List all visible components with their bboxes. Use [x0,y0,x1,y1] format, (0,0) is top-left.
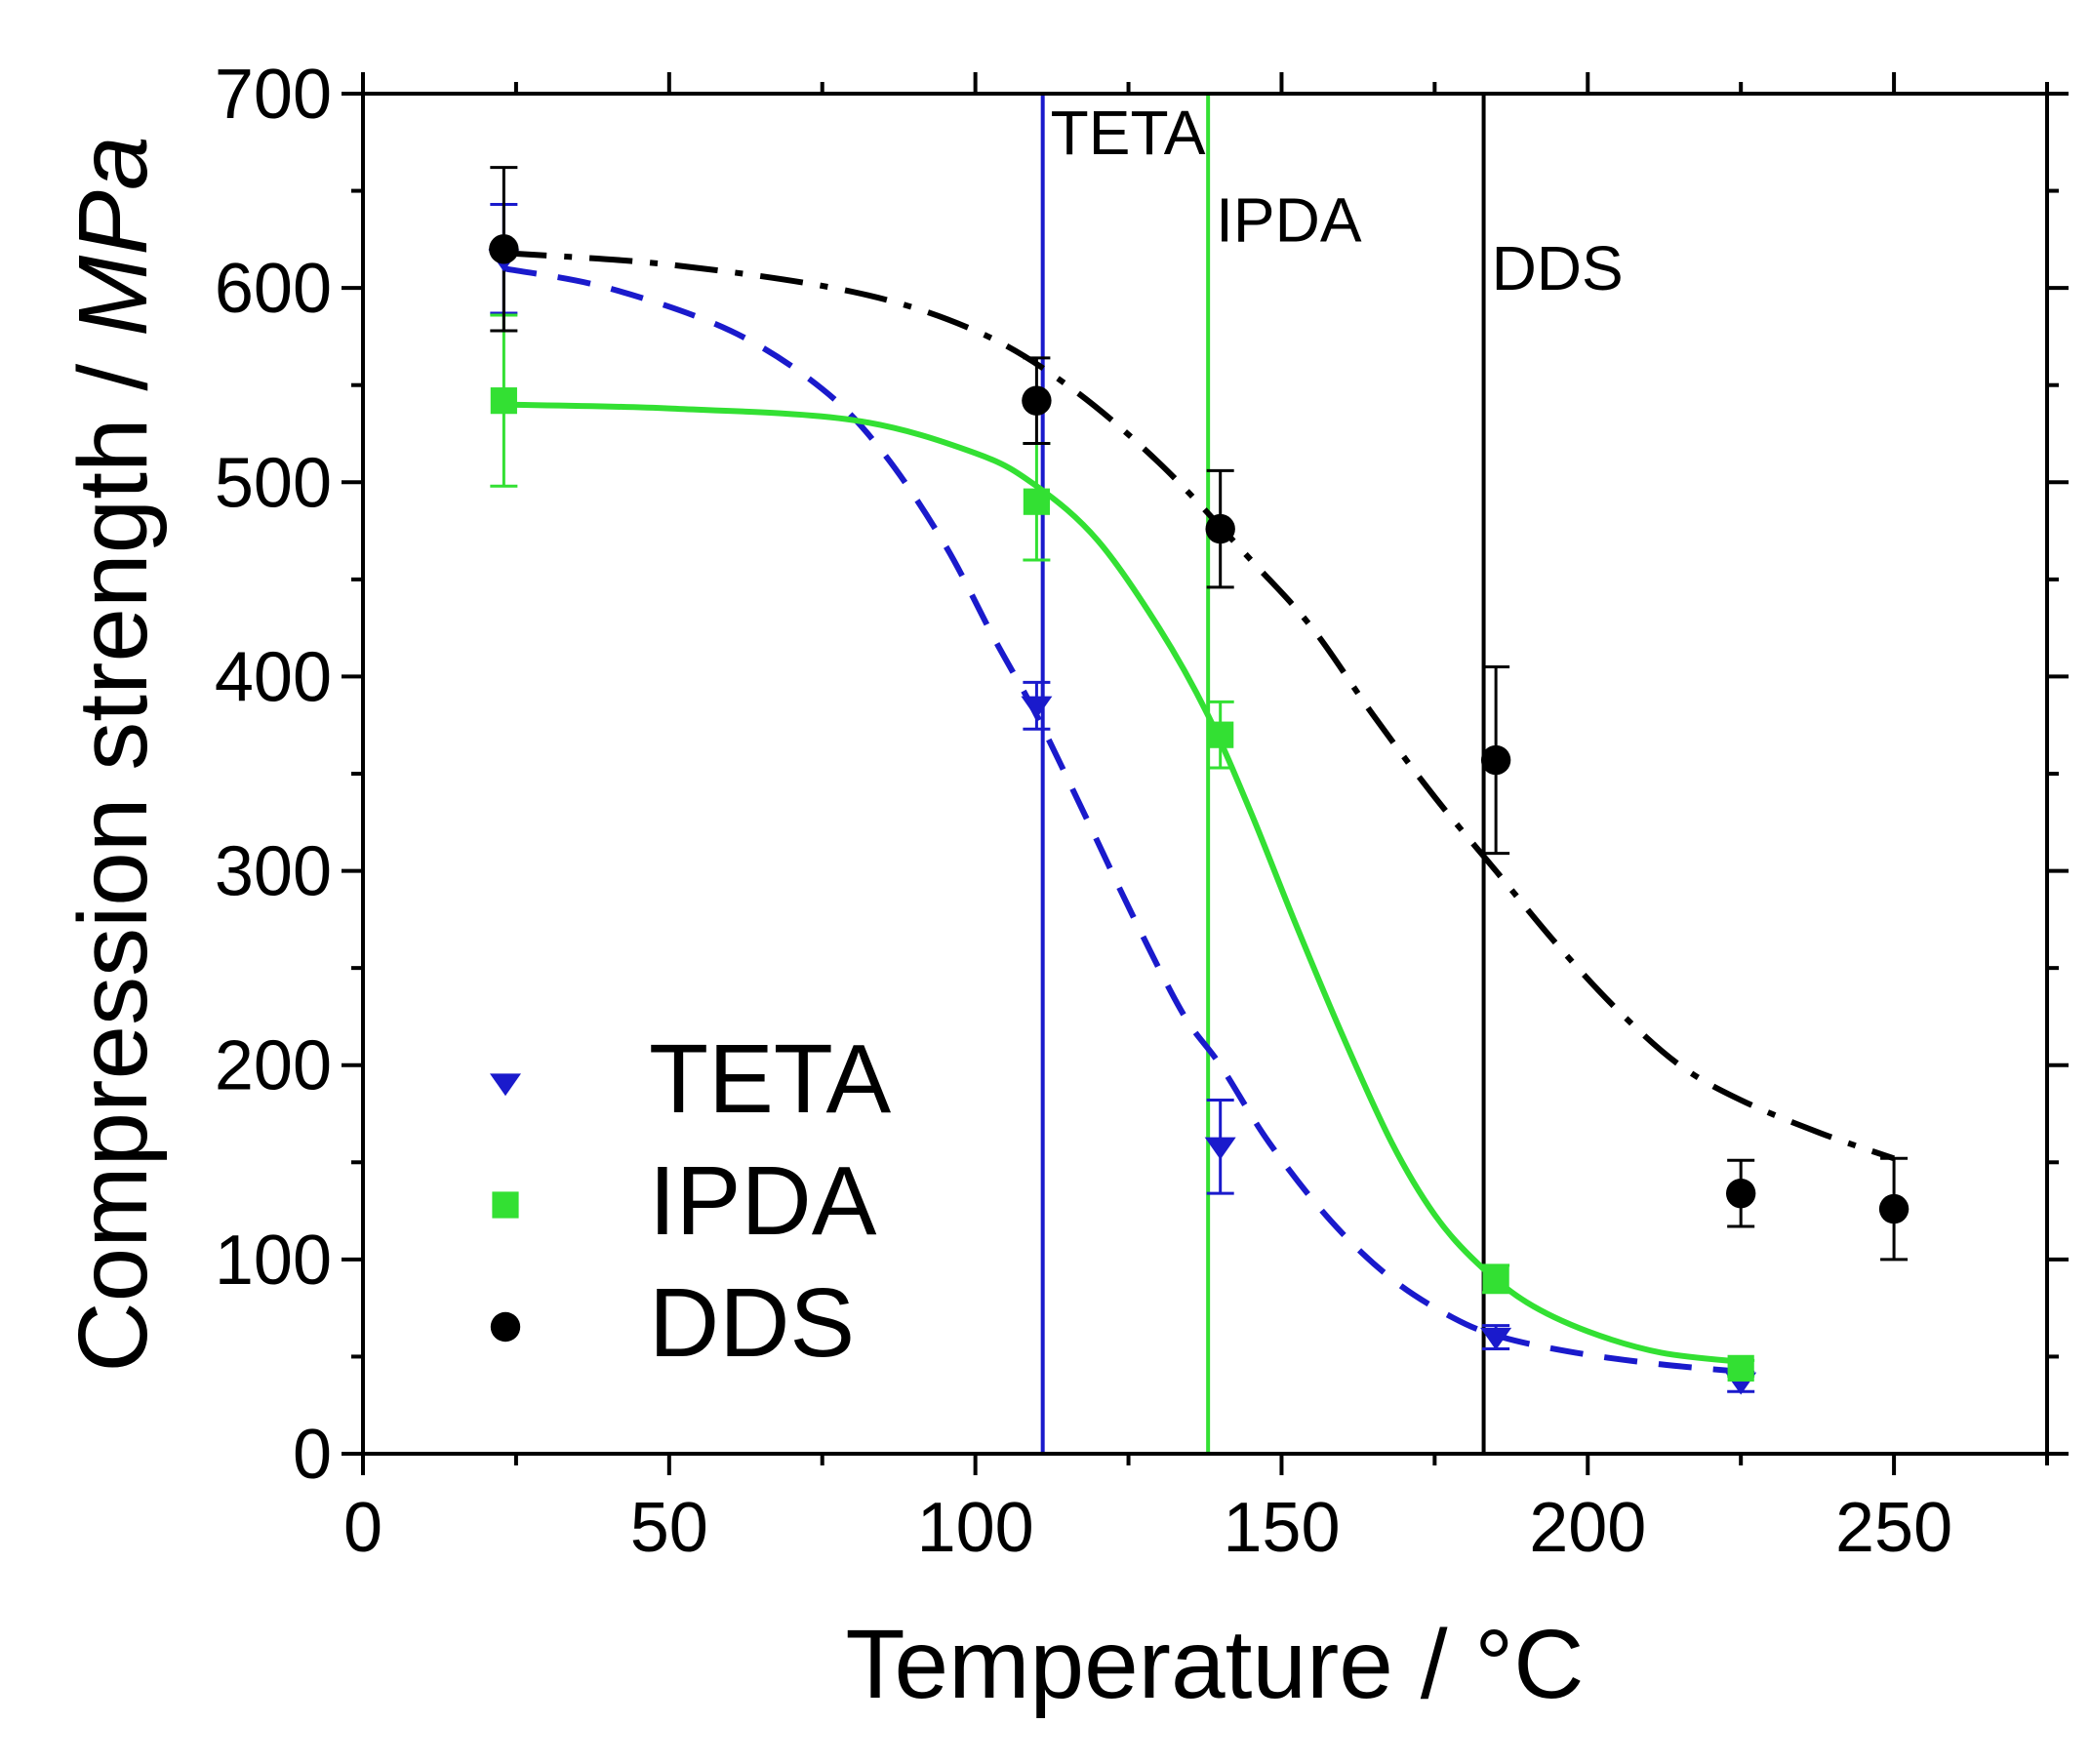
y-axis-title-main: Compression strength / [59,337,168,1373]
legend-label-teta: TETA [649,1024,891,1134]
y-tick-label-500: 500 [215,444,332,522]
marker-teta-3 [1480,1327,1512,1350]
legend-label-dds: DDS [649,1268,855,1378]
vline-label-ipda: IPDA [1216,184,1362,255]
x-tick-label-200: 200 [1529,1489,1646,1567]
marker-dds-1 [1022,385,1052,416]
y-tick-label-300: 300 [215,833,332,911]
marker-dds-5 [1878,1193,1909,1224]
marker-teta-1 [1021,696,1053,719]
data-markers [488,234,1909,1395]
x-tick-label-50: 50 [630,1489,708,1567]
marker-ipda-1 [1023,488,1050,515]
legend-marker-ipda [492,1191,519,1219]
y-tick-label-700: 700 [215,56,332,134]
y-axis-title-unit: MPa [59,136,168,337]
x-tick-label-150: 150 [1223,1489,1340,1567]
legend-marker-teta [490,1073,521,1097]
marker-dds-4 [1725,1178,1756,1209]
marker-ipda-0 [490,387,517,415]
marker-ipda-3 [1482,1265,1509,1293]
vline-label-teta: TETA [1051,98,1206,168]
axes: 0 50 100 150 200 250 0 100 200 300 400 500 600 700 Tem… [59,56,2069,1719]
vline-label-dds: DDS [1492,233,1624,303]
x-tick-label-250: 250 [1835,1489,1952,1567]
marker-ipda-4 [1727,1354,1754,1382]
y-tick-label-600: 600 [215,250,332,328]
marker-ipda-2 [1207,721,1234,748]
marker-teta-2 [1204,1137,1236,1160]
marker-dds-2 [1205,513,1235,544]
legend: TETA IPDA DDS [490,1024,891,1378]
marker-dds-3 [1480,744,1511,776]
plot-frame [361,92,2049,1456]
y-tick-label-200: 200 [215,1027,332,1105]
fit-curve-ipda [503,401,1748,1366]
fit-curve-dds [503,250,1896,1162]
x-axis-title: Temperature / °C [846,1610,1585,1719]
y-axis-title: Compression strength / MPa [59,136,168,1372]
fit-curves [502,250,1896,1376]
x-tick-label-0: 0 [343,1489,382,1567]
marker-dds-0 [489,234,519,264]
legend-marker-dds [490,1311,521,1343]
y-tick-label-400: 400 [215,638,332,716]
fit-curve-teta [502,265,1748,1376]
legend-label-ipda: IPDA [649,1146,877,1256]
x-tick-label-100: 100 [917,1489,1034,1567]
y-tick-label-0: 0 [293,1416,332,1494]
y-tick-label-100: 100 [215,1222,332,1300]
